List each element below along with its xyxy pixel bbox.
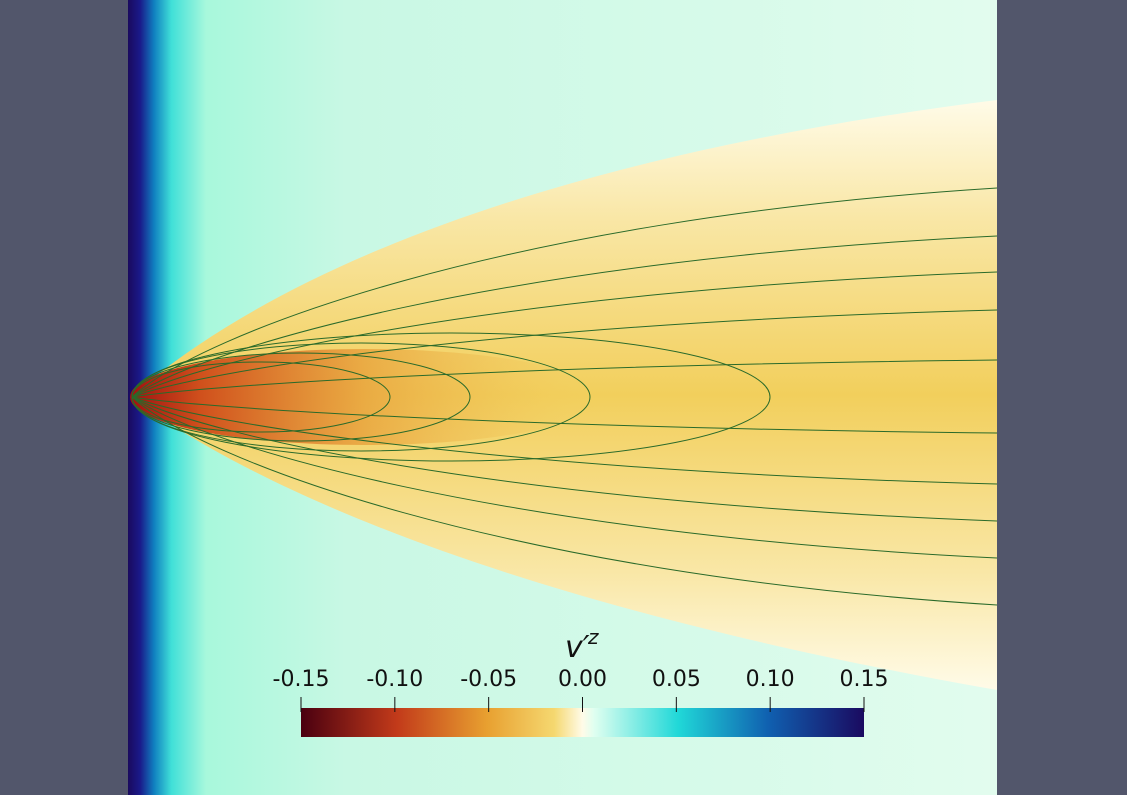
tick-label: 0.00: [558, 667, 607, 692]
colorbar-title-sup: z: [587, 625, 599, 649]
contour-line: [131, 396, 998, 485]
contour-line: [131, 309, 998, 398]
contour-line: [131, 359, 998, 398]
tick-label: -0.15: [273, 667, 330, 692]
tick-label: 0.05: [652, 667, 701, 692]
colorbar-title: v′: [565, 630, 590, 665]
tick-label: 0.15: [840, 667, 889, 692]
colorbar: [301, 708, 864, 737]
contour-line: [131, 235, 998, 398]
tick-label: -0.10: [366, 667, 423, 692]
contour-line: [131, 396, 998, 559]
core: [130, 349, 600, 445]
tick-label: -0.05: [460, 667, 517, 692]
contours: [131, 187, 998, 606]
colorbar-ticks: -0.15 -0.10 -0.05 0.00 0.05 0.10 0.15: [273, 667, 889, 712]
contour-line: [131, 271, 998, 398]
contour-loop: [131, 332, 771, 462]
contour-line: [131, 396, 998, 434]
tick-label: 0.10: [746, 667, 795, 692]
contour-line: [131, 396, 998, 522]
